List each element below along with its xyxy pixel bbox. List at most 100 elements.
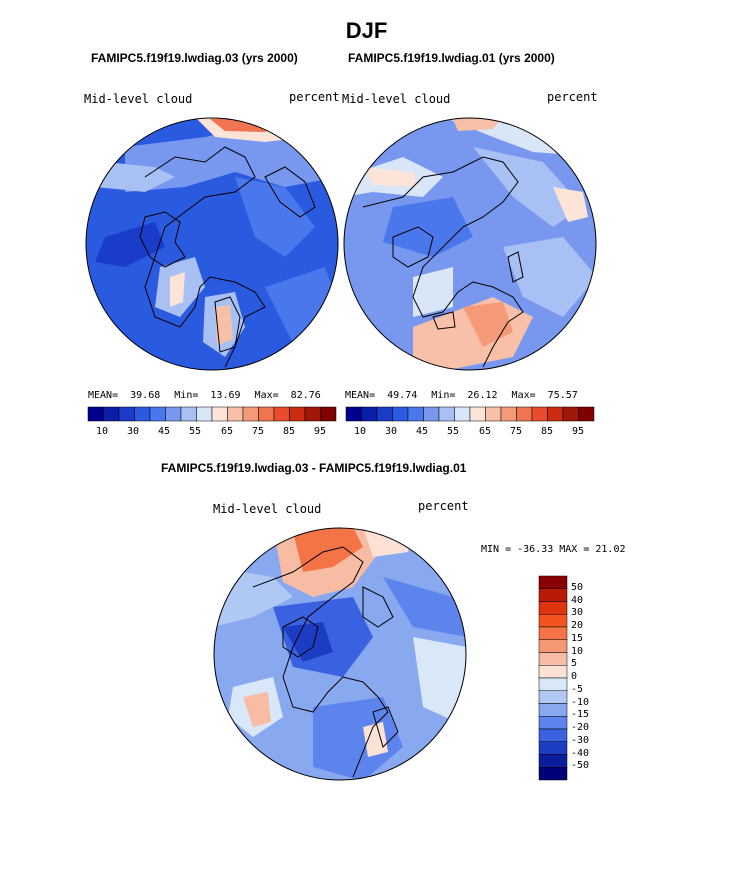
colorbar-swatch bbox=[538, 601, 568, 615]
colorbar-swatch bbox=[538, 626, 568, 640]
colorbar-swatch bbox=[242, 406, 259, 422]
colorbar-swatch bbox=[485, 406, 502, 422]
field-region bbox=[95, 222, 165, 267]
coastline bbox=[282, 616, 319, 658]
coastline bbox=[252, 546, 389, 778]
field-region bbox=[413, 267, 453, 317]
field-region bbox=[553, 187, 588, 222]
colorbar-swatch bbox=[538, 741, 568, 755]
colorbar-swatch bbox=[438, 406, 455, 422]
colorbar-swatch bbox=[423, 406, 440, 422]
coastline bbox=[144, 146, 266, 368]
colorbar-swatch bbox=[103, 406, 120, 422]
coastline bbox=[264, 166, 316, 218]
colorbar-tick-label: 45 bbox=[416, 426, 429, 437]
coastline bbox=[392, 226, 434, 268]
colorbar-swatch bbox=[345, 406, 362, 422]
colorbar-tick-label: 75 bbox=[252, 426, 265, 437]
panel-1-field-label: Mid-level cloud bbox=[84, 92, 193, 106]
field-region bbox=[265, 267, 338, 347]
coastline bbox=[372, 706, 399, 748]
difference-units: percent bbox=[418, 499, 469, 513]
colorbar-label: 40 bbox=[571, 594, 584, 606]
field-region bbox=[235, 177, 315, 257]
max-label: Max= bbox=[511, 390, 536, 401]
colorbar-tick-label: 30 bbox=[385, 426, 398, 437]
colorbar-swatch bbox=[538, 703, 568, 717]
mean-label: MEAN= bbox=[345, 390, 376, 401]
colorbar-tick-label: 95 bbox=[572, 426, 585, 437]
panel-2-field-label: Mid-level cloud bbox=[342, 92, 451, 106]
colorbar-tick-label: 30 bbox=[127, 426, 140, 437]
colorbar-label: 15 bbox=[571, 632, 584, 644]
colorbar-swatch bbox=[361, 406, 378, 422]
max-value: 75.57 bbox=[547, 390, 578, 401]
colorbar-label: 10 bbox=[571, 645, 584, 657]
colorbar-tick-label: 55 bbox=[447, 426, 460, 437]
colorbar-swatch bbox=[165, 406, 182, 422]
colorbar-tick-label: 85 bbox=[541, 426, 554, 437]
colorbar-swatch bbox=[538, 690, 568, 704]
colorbar-swatch bbox=[538, 639, 568, 653]
difference-polar-map bbox=[213, 527, 467, 781]
mean-value: 49.74 bbox=[387, 390, 418, 401]
min-label: Min= bbox=[431, 390, 456, 401]
colorbar-swatch bbox=[180, 406, 197, 422]
difference-title: FAMIPC5.f19f19.lwdiag.03 - FAMIPC5.f19f1… bbox=[161, 461, 467, 475]
colorbar-label: 5 bbox=[571, 658, 578, 670]
field-region bbox=[413, 637, 466, 727]
colorbar-swatch bbox=[118, 406, 135, 422]
colorbar-label: -20 bbox=[571, 722, 590, 733]
colorbar-swatch bbox=[516, 406, 533, 422]
difference-minmax: MIN = -36.33 MAX = 21.02 bbox=[481, 544, 626, 555]
min-value: 13.69 bbox=[210, 390, 241, 401]
field-region bbox=[453, 118, 503, 131]
panel-2-colorbar bbox=[345, 406, 595, 422]
colorbar-swatch bbox=[578, 406, 595, 422]
panel-1-case-title: FAMIPC5.f19f19.lwdiag.03 (yrs 2000) bbox=[91, 51, 298, 65]
colorbar-swatch bbox=[87, 406, 104, 422]
colorbar-swatch bbox=[538, 716, 568, 730]
colorbar-swatch bbox=[273, 406, 290, 422]
colorbar-tick-label: 10 bbox=[354, 426, 367, 437]
colorbar-tick-label: 85 bbox=[283, 426, 296, 437]
coastline bbox=[214, 296, 241, 353]
colorbar-swatch bbox=[454, 406, 471, 422]
colorbar-swatch bbox=[469, 406, 486, 422]
min-label: Min= bbox=[174, 390, 199, 401]
max-value: 82.76 bbox=[290, 390, 321, 401]
field-region bbox=[383, 197, 473, 257]
field-region bbox=[383, 577, 466, 637]
max-label: Max= bbox=[254, 390, 279, 401]
colorbar-swatch bbox=[538, 677, 568, 691]
colorbar-swatch bbox=[538, 767, 568, 781]
panel-1-colorbar bbox=[87, 406, 337, 422]
difference-colorbar bbox=[538, 575, 568, 781]
colorbar-swatch bbox=[196, 406, 213, 422]
coastline bbox=[362, 586, 394, 628]
colorbar-swatch bbox=[376, 406, 393, 422]
colorbar-swatch bbox=[289, 406, 306, 422]
panel-1-stats: MEAN= 39.68 Min= 13.69 Max= 82.76 bbox=[88, 390, 321, 401]
colorbar-swatch bbox=[392, 406, 409, 422]
field-region bbox=[170, 272, 185, 307]
map-border bbox=[213, 527, 467, 781]
colorbar-swatch bbox=[538, 728, 568, 742]
colorbar-tick-label: 65 bbox=[479, 426, 492, 437]
difference-field-label: Mid-level cloud bbox=[213, 502, 322, 516]
colorbar-label: -15 bbox=[571, 709, 590, 721]
colorbar-swatch bbox=[562, 406, 579, 422]
field-region bbox=[363, 167, 418, 187]
map-border bbox=[343, 117, 597, 371]
colorbar-label: 20 bbox=[571, 620, 584, 631]
colorbar-tick-label: 65 bbox=[221, 426, 234, 437]
colorbar-swatch bbox=[538, 575, 568, 589]
colorbar-swatch bbox=[227, 406, 244, 422]
field-region bbox=[215, 305, 233, 345]
panel-2-stats: MEAN= 49.74 Min= 26.12 Max= 75.57 bbox=[345, 390, 578, 401]
colorbar-tick-label: 45 bbox=[158, 426, 171, 437]
colorbar-swatch bbox=[538, 588, 568, 602]
figure-title: DJF bbox=[345, 18, 388, 43]
colorbar-tick-label: 10 bbox=[96, 426, 109, 437]
colorbar-swatch bbox=[538, 754, 568, 768]
